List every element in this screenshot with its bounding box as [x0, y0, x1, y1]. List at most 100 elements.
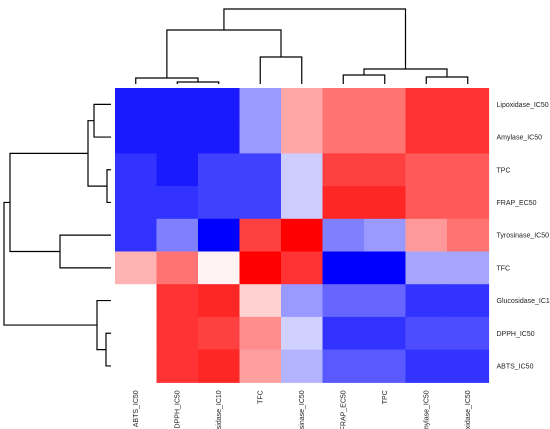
heatmap-cell	[405, 349, 448, 383]
heatmap-cell	[405, 251, 448, 285]
heatmap-cell	[198, 251, 241, 285]
heatmap-cell	[239, 316, 282, 351]
dendrogram-branch	[425, 76, 469, 84]
heatmap-cell	[115, 316, 158, 351]
column-labels: ABTS_IC50 DPPH_IC50 Glucosidase_IC10 TFC Tyr…	[133, 390, 472, 429]
heatmap-cell	[156, 120, 199, 154]
heatmap-cell	[156, 284, 199, 318]
row-label: Amylase_IC50	[497, 135, 543, 142]
column-label: Glucosidase_IC10	[216, 390, 223, 429]
heatmap-cell	[447, 251, 490, 285]
dendrogram-branch	[106, 169, 111, 204]
heatmap-cell	[405, 316, 448, 351]
heatmap-cell	[281, 186, 324, 220]
dendrogram-branch	[223, 8, 407, 69]
heatmap-cell	[239, 120, 282, 154]
dendrogram-branch	[3, 201, 97, 326]
heatmap-cell	[322, 284, 365, 318]
column-label: FRAP_EC50	[341, 390, 348, 429]
row-label: TPC	[497, 167, 511, 174]
heatmap-cell	[364, 284, 407, 318]
heatmap-cells	[115, 88, 490, 383]
row-label: ABTS_IC50	[497, 363, 534, 370]
heatmap-cell	[281, 316, 324, 351]
heatmap-cell	[281, 284, 324, 318]
heatmap-cell	[115, 186, 158, 220]
row-label: Tyrosinase_IC50	[497, 233, 550, 240]
dendrogram-branch	[135, 77, 199, 84]
row-label: FRAP_EC50	[497, 200, 537, 207]
dendrogram-branch	[259, 56, 303, 84]
heatmap-cell	[364, 88, 407, 122]
heatmap-cell	[115, 120, 158, 154]
column-label: Tyrosinase_IC50	[299, 390, 306, 429]
heatmap-cell	[447, 316, 490, 351]
heatmap-cell	[115, 284, 158, 318]
heatmap-cell	[239, 284, 282, 318]
heatmap-cell	[281, 153, 324, 187]
row-label: DPPH_IC50	[497, 331, 535, 338]
column-label: Amylase_IC50	[424, 390, 431, 429]
dendrogram-branch	[105, 332, 111, 367]
heatmap-cell	[405, 284, 448, 318]
dendrogram-branch	[9, 152, 88, 253]
column-label: ABTS_IC50	[133, 390, 140, 427]
heatmap-cell	[281, 120, 324, 154]
heatmap-cell	[198, 186, 241, 220]
heatmap-cell	[364, 120, 407, 154]
dendrogram-branch	[342, 74, 386, 84]
heatmap-cell	[447, 349, 490, 383]
heatmap-cell	[281, 88, 324, 122]
heatmap-cell	[239, 88, 282, 122]
heatmap-cell	[156, 186, 199, 220]
heatmap-cell	[239, 251, 282, 285]
heatmap-cell	[281, 218, 324, 253]
heatmap-cell	[198, 120, 241, 154]
row-label: Lipoxidase_IC50	[497, 102, 549, 109]
heatmap-cell	[322, 153, 365, 187]
dendrogram-branch	[87, 120, 107, 187]
heatmap-cell	[405, 120, 448, 154]
heatmap-cell	[115, 153, 158, 187]
heatmap-cell	[156, 349, 199, 383]
row-label: TFC	[497, 265, 511, 272]
dendrogram-branch	[166, 29, 282, 78]
column-label: TPC	[382, 390, 389, 404]
heatmap-cell	[322, 349, 365, 383]
heatmap-cell	[405, 88, 448, 122]
dendrogram-branch	[59, 234, 111, 269]
heatmap-cell	[156, 218, 199, 253]
heatmap-cell	[447, 218, 490, 253]
heatmap-cell	[405, 186, 448, 220]
heatmap-cell	[322, 316, 365, 351]
heatmap-cell	[115, 218, 158, 253]
heatmap-cell	[198, 316, 241, 351]
column-label: TFC	[258, 390, 265, 404]
heatmap-cell	[322, 218, 365, 253]
heatmap-cell	[198, 218, 241, 253]
heatmap-cell	[198, 284, 241, 318]
heatmap-cell	[447, 284, 490, 318]
heatmap-cell	[239, 349, 282, 383]
heatmap-cell	[447, 88, 490, 122]
row-dendrogram	[3, 103, 111, 367]
heatmap-cell	[364, 153, 407, 187]
heatmap-cell	[156, 153, 199, 187]
heatmap-cell	[239, 218, 282, 253]
dendrogram-branch	[96, 299, 111, 351]
heatmap-cell	[364, 186, 407, 220]
heatmap-cell	[322, 251, 365, 285]
heatmap-cell	[447, 153, 490, 187]
heatmap-cell	[322, 120, 365, 154]
dendrogram-branch	[363, 68, 448, 77]
heatmap-cell	[405, 218, 448, 253]
heatmap-cell	[405, 153, 448, 187]
row-label: Glucosidase_IC10	[497, 298, 550, 305]
heatmap-cell	[115, 88, 158, 122]
row-labels: Lipoxidase_IC50 Amylase_IC50 TPC FRAP_EC50 T…	[497, 102, 550, 371]
heatmap-cell	[447, 120, 490, 154]
heatmap-cell	[198, 349, 241, 383]
heatmap-cell	[322, 186, 365, 220]
heatmap-cell	[156, 251, 199, 285]
